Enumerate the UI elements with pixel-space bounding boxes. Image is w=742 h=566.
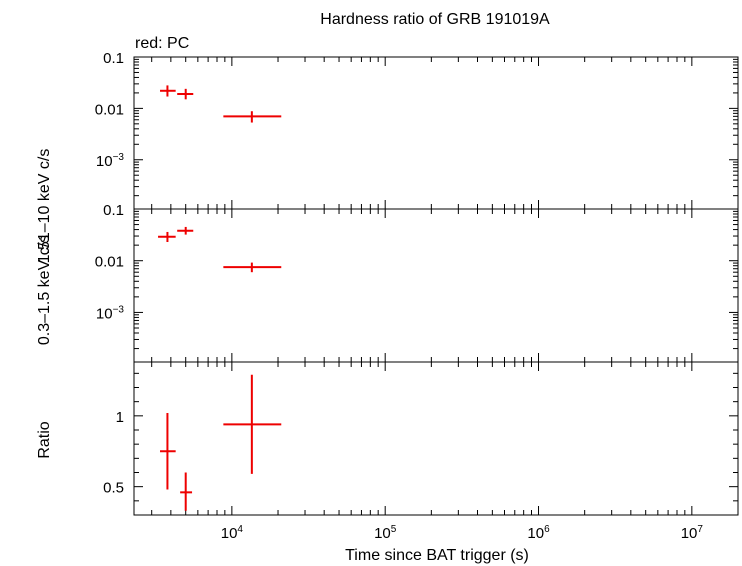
y-axis-label-bottom: Ratio [36,421,53,458]
chart-subtitle: red: PC [135,35,189,52]
panel-frame [133,361,739,516]
data-point [223,374,282,474]
panel-1: 0.1 0.01 10−3 [95,50,739,210]
data-point [180,472,193,511]
data-point [223,262,282,273]
data-point [160,85,176,97]
data-point [158,231,176,243]
panel-frame [133,208,739,363]
y-axis-label-bottom-text: Ratio [36,421,53,458]
panel-2: 0.1 0.01 10−3 [95,202,739,363]
y-axis-label-middle: 0.3–1.5 keV c/s [36,235,53,345]
x-tick-label: 105 [374,524,397,542]
x-axis-label: Time since BAT trigger (s) [345,547,529,564]
y-tick-label: 0.5 [103,480,124,497]
data-point [177,226,194,235]
data-point [160,413,176,490]
y-tick-label: 1 [116,409,124,426]
data-point [223,111,282,123]
data-point [177,88,194,100]
x-tick-label: 107 [681,524,704,542]
y-tick-label: 10−3 [96,152,125,170]
y-tick-label: 0.1 [103,202,124,219]
y-tick-label: 0.1 [103,50,124,67]
panel-frame [133,56,739,210]
chart-title: Hardness ratio of GRB 191019A [320,11,550,28]
y-tick-label: 10−3 [96,304,125,322]
y-tick-label: 0.01 [95,254,124,271]
y-axis-label-top-text: 1.51–10 keV c/s [36,149,53,264]
panel-3: 10.5 [103,361,739,516]
x-tick-label: 106 [527,524,550,542]
x-tick-label: 104 [221,524,244,542]
y-axis-label-top: 1.51–10 keV c/s [36,149,53,264]
y-tick-label: 0.01 [95,101,124,118]
y-axis-label-middle-text: 0.3–1.5 keV c/s [36,235,53,345]
